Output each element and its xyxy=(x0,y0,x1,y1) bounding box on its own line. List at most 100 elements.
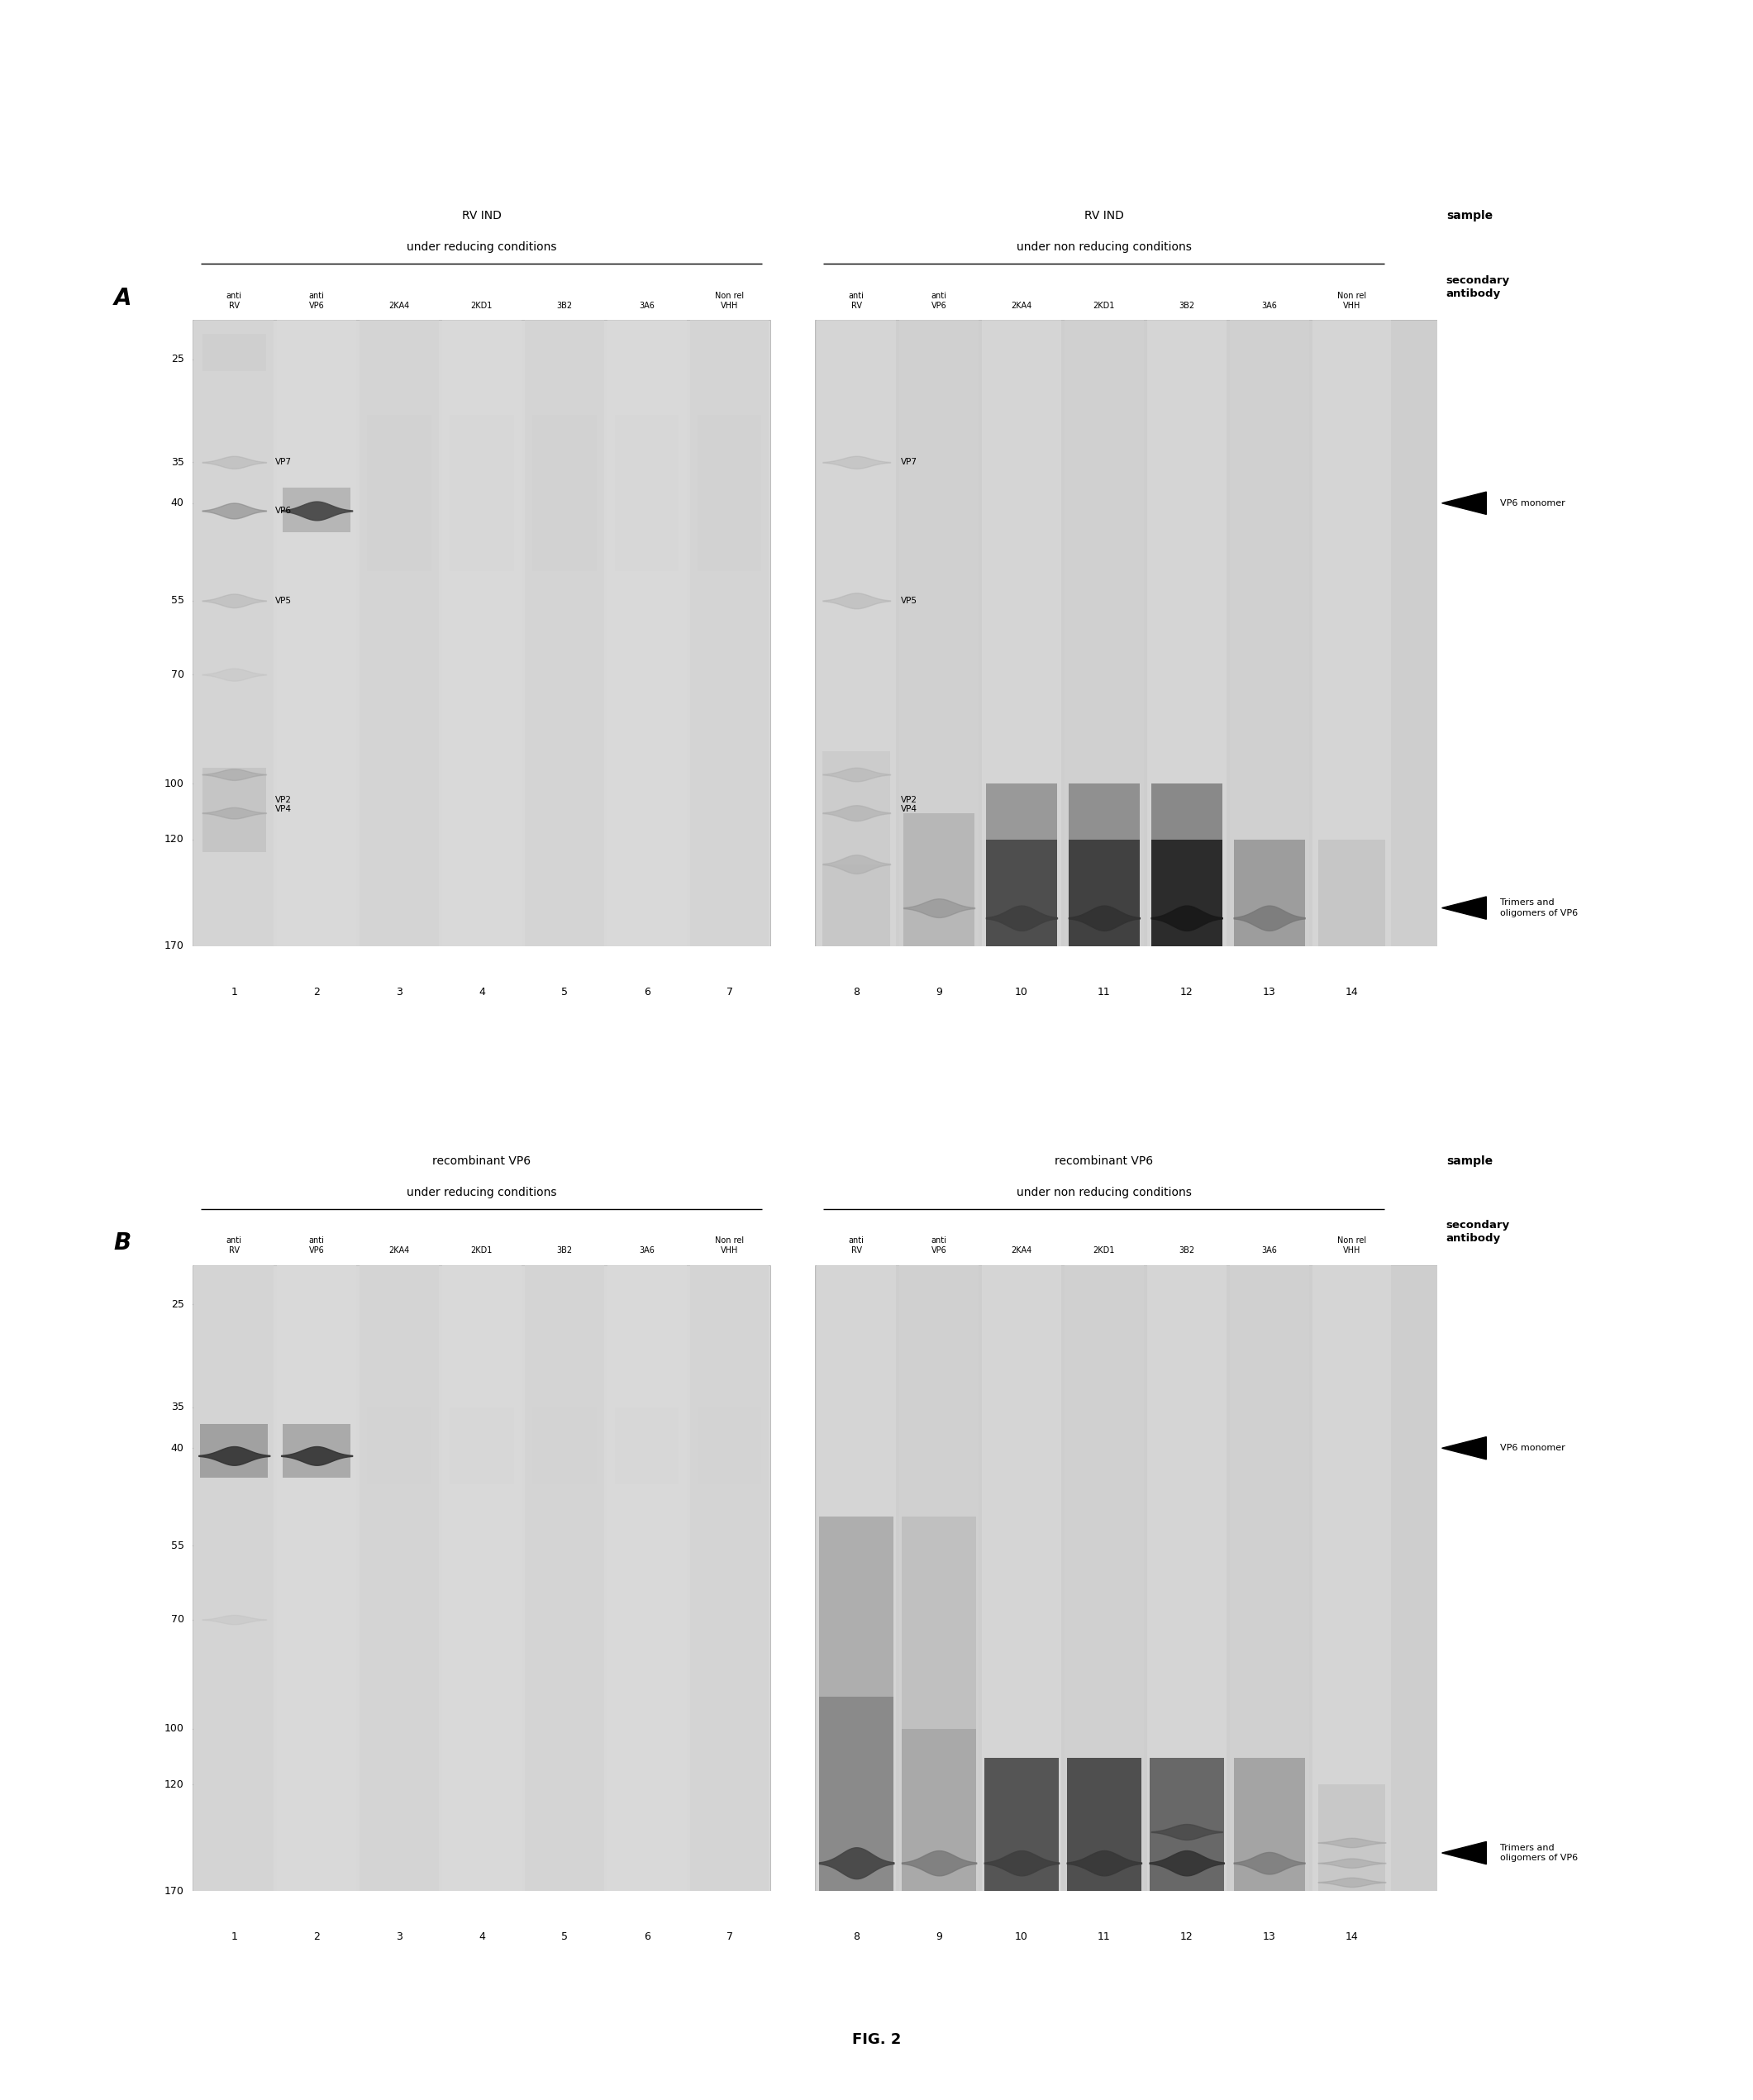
Bar xyxy=(533,416,596,571)
Text: B: B xyxy=(114,1231,131,1254)
Text: 55: 55 xyxy=(170,594,184,607)
Text: 3: 3 xyxy=(396,987,403,998)
Bar xyxy=(195,1264,273,1892)
Text: 25: 25 xyxy=(172,353,184,365)
Text: 100: 100 xyxy=(165,1724,184,1735)
Text: 2: 2 xyxy=(314,987,319,998)
Bar xyxy=(1150,1758,1224,1892)
Text: 170: 170 xyxy=(165,941,184,951)
Bar xyxy=(1234,1758,1304,1892)
Bar xyxy=(524,1264,605,1892)
Bar xyxy=(689,1264,770,1892)
Text: 11: 11 xyxy=(1097,987,1111,998)
Text: 35: 35 xyxy=(172,458,184,468)
Text: recombinant VP6: recombinant VP6 xyxy=(433,1155,531,1168)
Bar xyxy=(1152,783,1222,840)
Text: under non reducing conditions: under non reducing conditions xyxy=(1017,1186,1192,1199)
Bar xyxy=(822,863,891,947)
Bar xyxy=(359,319,438,947)
Bar xyxy=(359,1264,438,1892)
Text: 4: 4 xyxy=(479,987,486,998)
Text: 3A6: 3A6 xyxy=(640,1245,654,1254)
Bar xyxy=(193,319,771,947)
Bar xyxy=(1069,840,1139,947)
Text: 10: 10 xyxy=(1015,987,1027,998)
Bar xyxy=(982,1264,1061,1892)
Polygon shape xyxy=(1443,1436,1487,1460)
Bar xyxy=(903,813,975,947)
Text: secondary
antibody: secondary antibody xyxy=(1446,1220,1509,1243)
Bar xyxy=(193,1264,771,1892)
Bar xyxy=(615,1407,678,1485)
Bar xyxy=(1064,1264,1143,1892)
Text: 7: 7 xyxy=(726,987,733,998)
Bar xyxy=(815,1264,1437,1892)
Bar xyxy=(533,1407,596,1485)
Text: sample: sample xyxy=(1446,210,1492,223)
Text: under non reducing conditions: under non reducing conditions xyxy=(1017,242,1192,254)
Text: 120: 120 xyxy=(165,834,184,844)
Bar xyxy=(1318,1785,1385,1892)
Bar xyxy=(1146,1264,1227,1892)
Text: recombinant VP6: recombinant VP6 xyxy=(1055,1155,1153,1168)
Bar xyxy=(442,319,521,947)
Text: 3: 3 xyxy=(396,1932,403,1943)
Text: 4: 4 xyxy=(479,1932,486,1943)
Bar xyxy=(899,319,978,947)
Bar xyxy=(442,1264,521,1892)
Text: Trimers and
oligomers of VP6: Trimers and oligomers of VP6 xyxy=(1499,899,1578,918)
Bar xyxy=(982,319,1061,947)
Bar xyxy=(615,416,678,571)
Text: 13: 13 xyxy=(1262,1932,1276,1943)
Polygon shape xyxy=(1443,1842,1487,1865)
Bar xyxy=(1146,319,1227,947)
Bar xyxy=(200,1424,268,1476)
Text: 25: 25 xyxy=(172,1298,184,1310)
Text: 2KD1: 2KD1 xyxy=(1094,1245,1115,1254)
Text: anti
VP6: anti VP6 xyxy=(309,292,324,309)
Text: 2KA4: 2KA4 xyxy=(1011,300,1033,309)
Text: 40: 40 xyxy=(172,1443,184,1453)
Bar xyxy=(1152,840,1222,947)
Text: VP6 monomer: VP6 monomer xyxy=(1499,500,1565,508)
Text: 10: 10 xyxy=(1015,1932,1027,1943)
Bar xyxy=(524,319,605,947)
Polygon shape xyxy=(1443,897,1487,920)
Text: under reducing conditions: under reducing conditions xyxy=(407,242,557,254)
Text: anti
VP6: anti VP6 xyxy=(931,1237,947,1254)
Text: 6: 6 xyxy=(643,987,650,998)
Bar xyxy=(1064,319,1143,947)
Bar xyxy=(282,1424,351,1476)
Text: VP5: VP5 xyxy=(901,596,917,605)
Text: VP6: VP6 xyxy=(275,506,291,514)
Text: 2KA4: 2KA4 xyxy=(389,300,410,309)
Bar xyxy=(819,1697,894,1892)
Text: Non rel
VHH: Non rel VHH xyxy=(1338,1237,1366,1254)
Bar xyxy=(1069,783,1139,840)
Text: 12: 12 xyxy=(1180,987,1194,998)
Bar xyxy=(985,840,1057,947)
Bar xyxy=(1318,840,1385,947)
Text: 8: 8 xyxy=(854,987,859,998)
Bar xyxy=(698,416,761,571)
Bar xyxy=(451,416,514,571)
Bar xyxy=(901,1516,976,1728)
Text: 3B2: 3B2 xyxy=(556,300,571,309)
Text: 6: 6 xyxy=(643,1932,650,1943)
Text: 9: 9 xyxy=(936,987,941,998)
Text: FIG. 2: FIG. 2 xyxy=(852,2033,901,2048)
Text: under reducing conditions: under reducing conditions xyxy=(407,1186,557,1199)
Bar xyxy=(819,1516,894,1697)
Text: 120: 120 xyxy=(165,1779,184,1789)
Text: 5: 5 xyxy=(561,1932,568,1943)
Bar xyxy=(901,1728,976,1892)
Bar xyxy=(815,319,1437,947)
Bar xyxy=(607,319,687,947)
Text: A: A xyxy=(114,286,131,309)
Text: 40: 40 xyxy=(172,498,184,508)
Bar xyxy=(899,1264,978,1892)
Text: 170: 170 xyxy=(165,1886,184,1896)
Bar xyxy=(689,319,770,947)
Text: 3A6: 3A6 xyxy=(1262,300,1276,309)
Text: 2KD1: 2KD1 xyxy=(472,1245,493,1254)
